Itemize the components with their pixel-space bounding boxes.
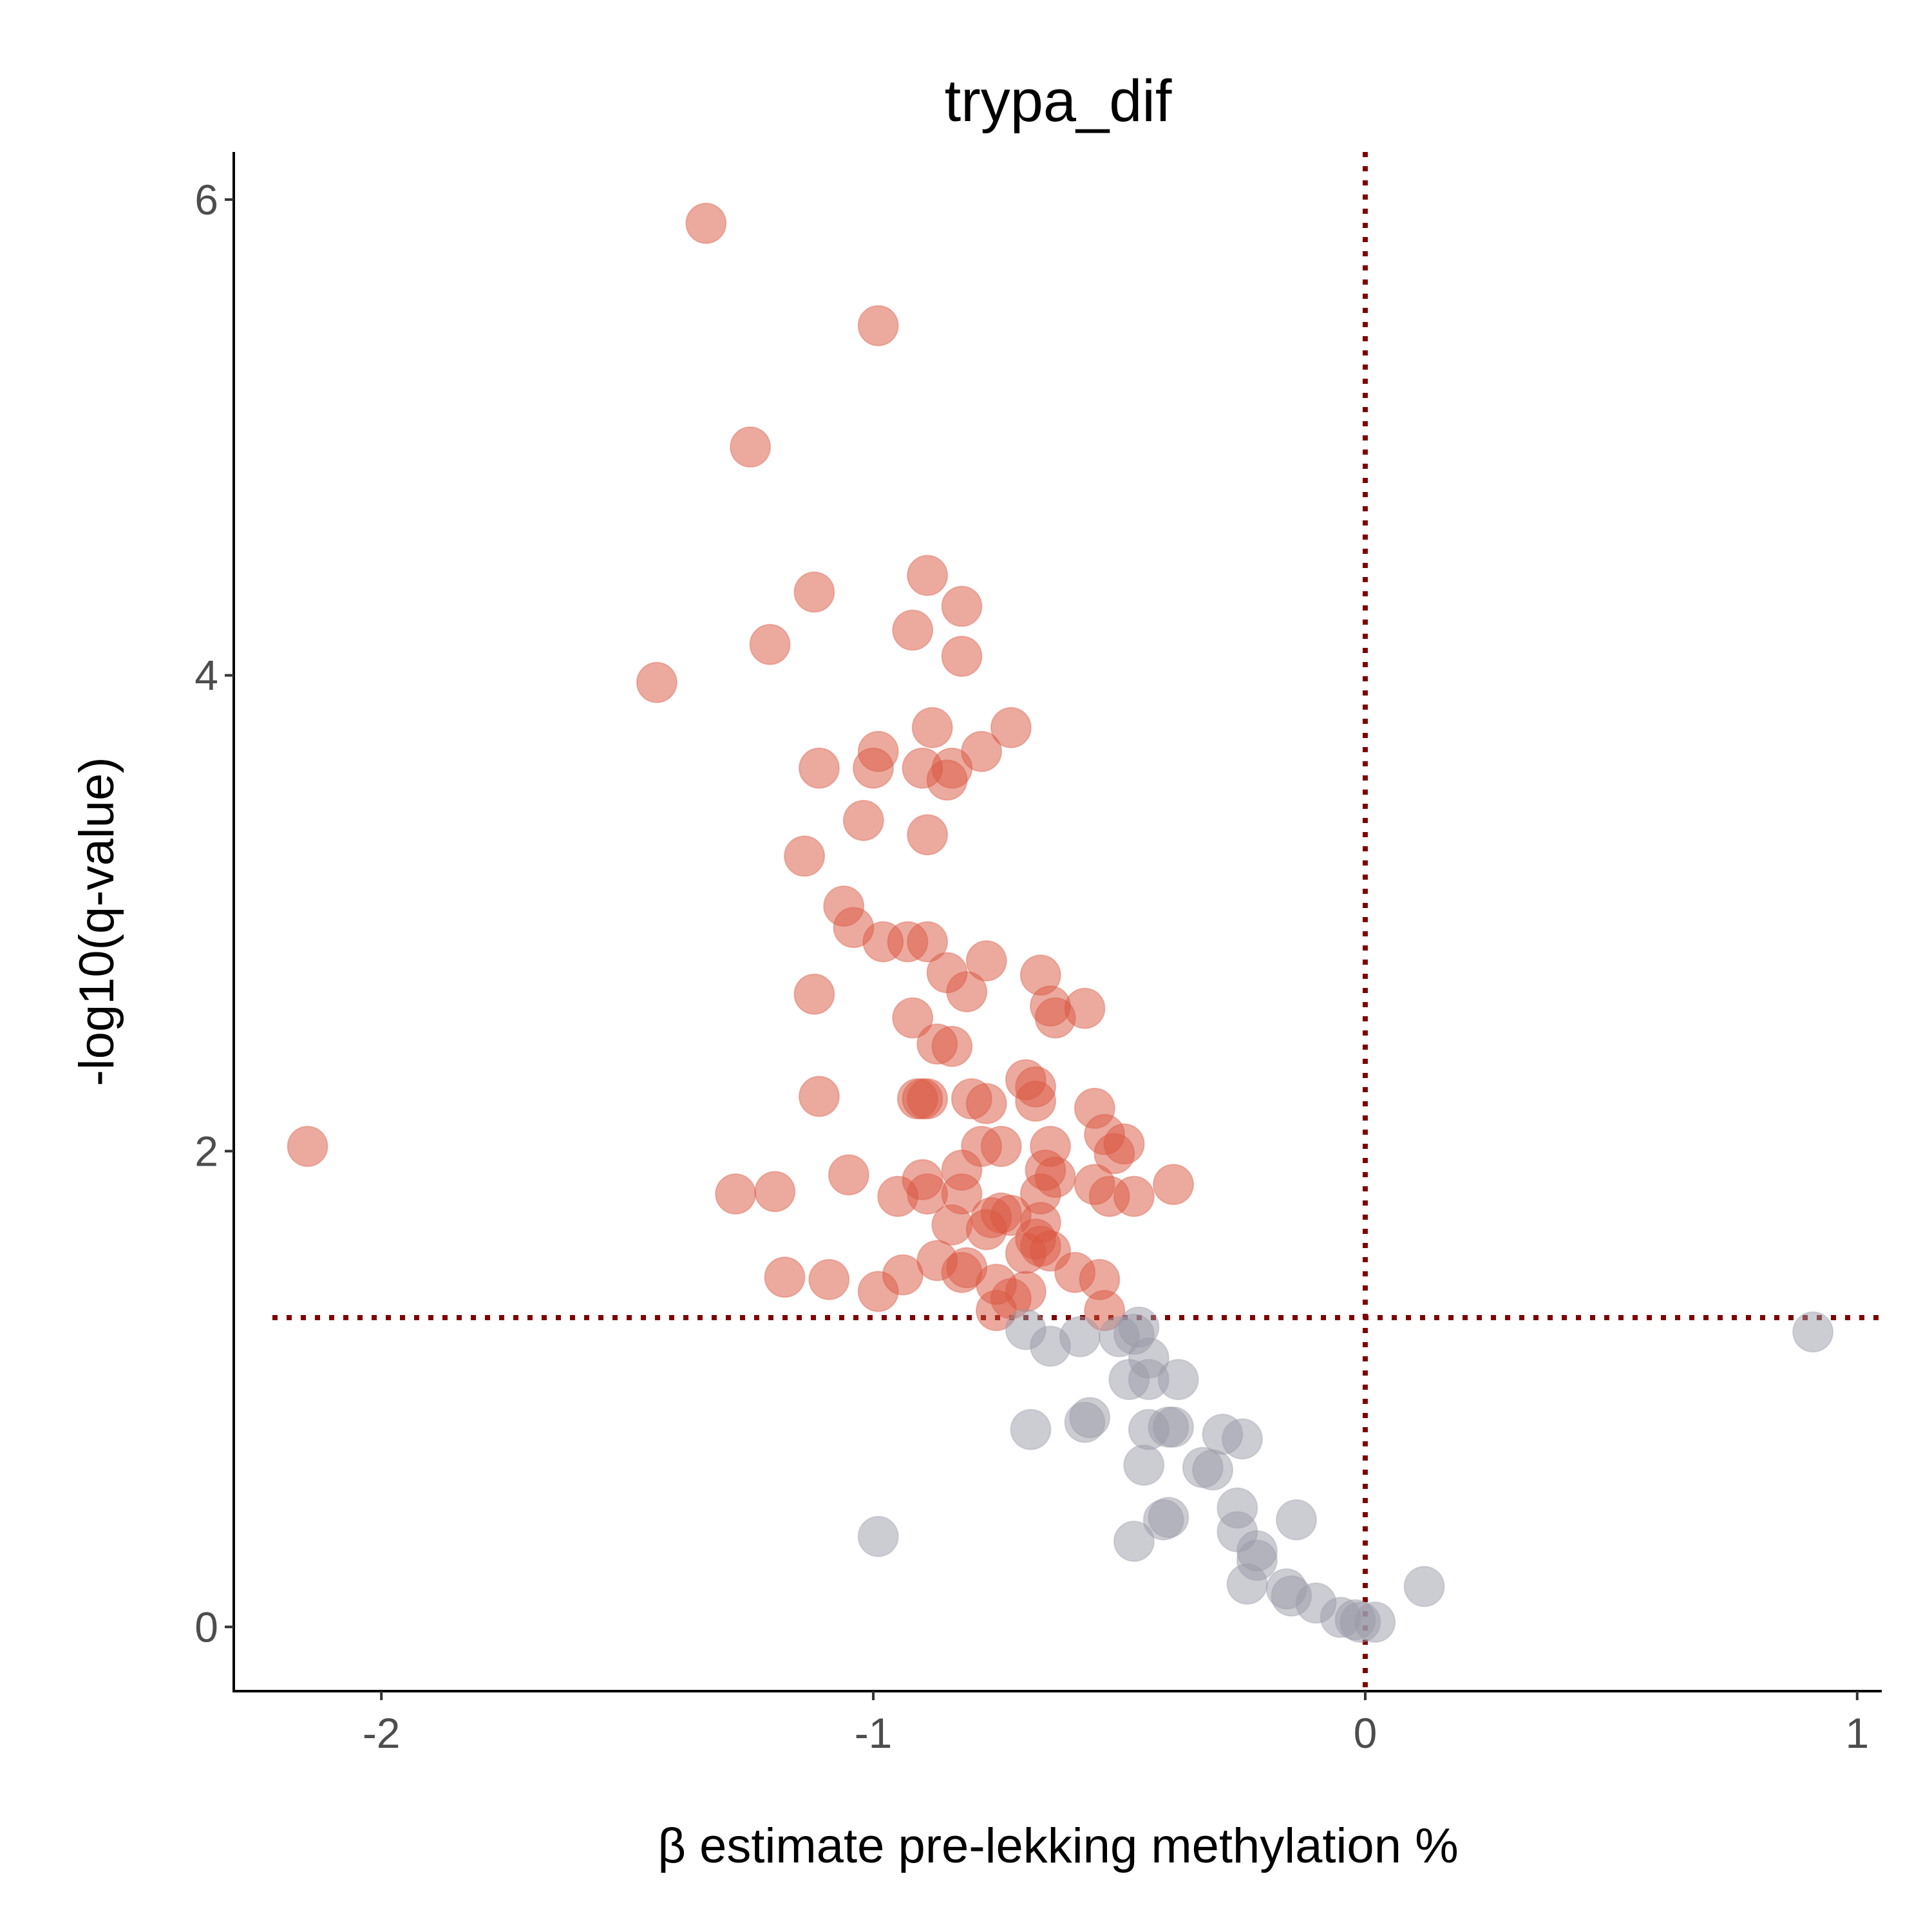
significant-point <box>892 609 934 651</box>
significant-point <box>965 940 1007 981</box>
significant-point <box>730 426 772 468</box>
significant-point <box>799 747 840 789</box>
significant-point <box>784 835 826 877</box>
y-axis-ticks: 0 2 4 6 <box>194 176 234 1651</box>
non-significant-point <box>1192 1449 1234 1491</box>
y-tick-label: 4 <box>194 652 218 699</box>
significant-point <box>907 921 949 963</box>
significant-point <box>965 1209 1007 1251</box>
significant-point <box>764 1256 806 1298</box>
significant-point <box>965 1083 1007 1124</box>
significant-point <box>911 706 953 748</box>
significant-point <box>1015 1080 1057 1122</box>
non-significant-point <box>1354 1601 1396 1643</box>
significant-point <box>715 1173 757 1215</box>
x-tick-label: -1 <box>855 1709 893 1757</box>
reference-lines <box>272 152 1882 1691</box>
x-axis-label: β estimate pre-lekking methylation % <box>658 1819 1458 1873</box>
non-significant-point <box>1403 1566 1445 1607</box>
significant-point <box>907 1078 949 1120</box>
significant-point <box>636 661 677 703</box>
significant-point <box>946 971 988 1012</box>
significant-point <box>1113 1175 1155 1217</box>
non-significant-point <box>1059 1316 1101 1358</box>
non-significant-point <box>1157 1359 1199 1401</box>
significant-point <box>828 1154 869 1196</box>
significant-point <box>907 554 949 596</box>
significant-point <box>754 1171 796 1213</box>
data-points <box>287 202 1834 1643</box>
significant-point <box>808 1258 850 1300</box>
non-significant-point <box>1113 1520 1155 1562</box>
significant-point <box>907 814 949 856</box>
significant-point <box>749 623 791 665</box>
significant-point <box>1005 1233 1046 1274</box>
significant-point <box>1094 1133 1135 1175</box>
significant-point <box>941 585 983 627</box>
y-axis-label: -log10(q-value) <box>70 757 124 1086</box>
significant-point <box>857 1271 899 1312</box>
significant-point <box>853 747 894 789</box>
significant-point <box>892 997 934 1039</box>
y-tick-label: 0 <box>194 1603 218 1651</box>
x-axis-ticks: -2 -1 0 1 <box>363 1691 1869 1757</box>
x-tick-label: -2 <box>363 1709 401 1757</box>
significant-point <box>842 800 884 841</box>
significant-point <box>685 202 727 244</box>
non-significant-point <box>1222 1418 1263 1460</box>
non-significant-point <box>1010 1408 1052 1450</box>
significant-point <box>857 305 899 346</box>
significant-point <box>931 1025 973 1067</box>
significant-point <box>941 636 983 677</box>
non-significant-point <box>1276 1499 1317 1540</box>
x-tick-label: 1 <box>1845 1709 1869 1757</box>
y-tick-label: 2 <box>194 1127 218 1175</box>
non-significant-point <box>1123 1444 1165 1486</box>
significant-point <box>931 1204 973 1245</box>
significant-point <box>990 706 1032 748</box>
significant-point <box>980 1126 1022 1168</box>
significant-point <box>287 1126 328 1168</box>
chart-title: trypa_dif <box>945 68 1172 134</box>
significant-point <box>976 1290 1017 1331</box>
significant-point <box>793 571 835 613</box>
x-tick-label: 0 <box>1354 1709 1378 1757</box>
significant-point <box>793 973 835 1015</box>
significant-point <box>799 1075 840 1117</box>
non-significant-point <box>1069 1397 1111 1439</box>
non-significant-point <box>1792 1311 1834 1353</box>
significant-point <box>1034 997 1076 1039</box>
significant-point <box>1153 1164 1194 1206</box>
non-significant-point <box>857 1515 899 1557</box>
significant-point <box>931 747 973 789</box>
non-significant-point <box>1153 1406 1194 1448</box>
y-tick-label: 6 <box>194 176 218 223</box>
non-significant-point <box>1226 1563 1268 1605</box>
non-significant-point <box>1142 1499 1184 1540</box>
